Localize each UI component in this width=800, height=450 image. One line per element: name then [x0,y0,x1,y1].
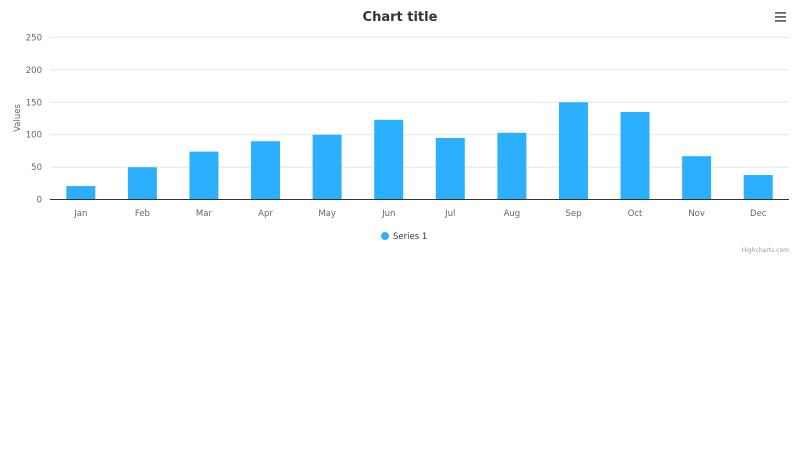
x-tick-label: Feb [135,209,150,219]
hamburger-menu-icon[interactable] [770,8,790,26]
x-tick-label: Oct [628,209,643,219]
x-tick-label: Nov [688,209,705,219]
bar-feb[interactable] [127,167,157,200]
bar-aug[interactable] [497,132,527,200]
credits-link[interactable]: Highcharts.com [742,247,789,254]
bar-jan[interactable] [66,186,96,200]
x-tick-label: Mar [196,209,213,219]
x-tick-label: Jul [444,209,455,219]
x-tick-label: Jun [381,209,395,219]
y-tick-label: 200 [26,66,42,76]
y-axis-title: Values [13,104,23,132]
bar-jul[interactable] [435,137,465,200]
bar-mar[interactable] [189,151,219,200]
y-tick-label: 50 [31,163,42,173]
x-tick-label: Apr [258,209,273,219]
legend-item-series-1[interactable]: Series 1 [381,232,427,242]
bar-sep[interactable] [558,102,588,200]
chart-title: Chart title [363,10,438,25]
bar-dec[interactable] [743,175,773,200]
y-tick-label: 0 [37,196,42,206]
y-tick-label: 100 [26,131,42,141]
legend-label: Series 1 [393,232,427,242]
x-tick-label: Dec [750,209,767,219]
x-tick-label: Aug [504,209,521,219]
bar-apr[interactable] [251,141,281,200]
x-tick-label: May [318,209,336,219]
bar-may[interactable] [312,134,342,200]
bar-oct[interactable] [620,112,650,200]
y-tick-label: 150 [26,98,42,108]
bar-jun[interactable] [374,119,404,200]
x-tick-label: Sep [565,209,581,219]
legend-marker [381,232,389,240]
y-tick-label: 250 [26,33,42,43]
bar-nov[interactable] [682,156,712,200]
x-tick-label: Jan [73,209,87,219]
